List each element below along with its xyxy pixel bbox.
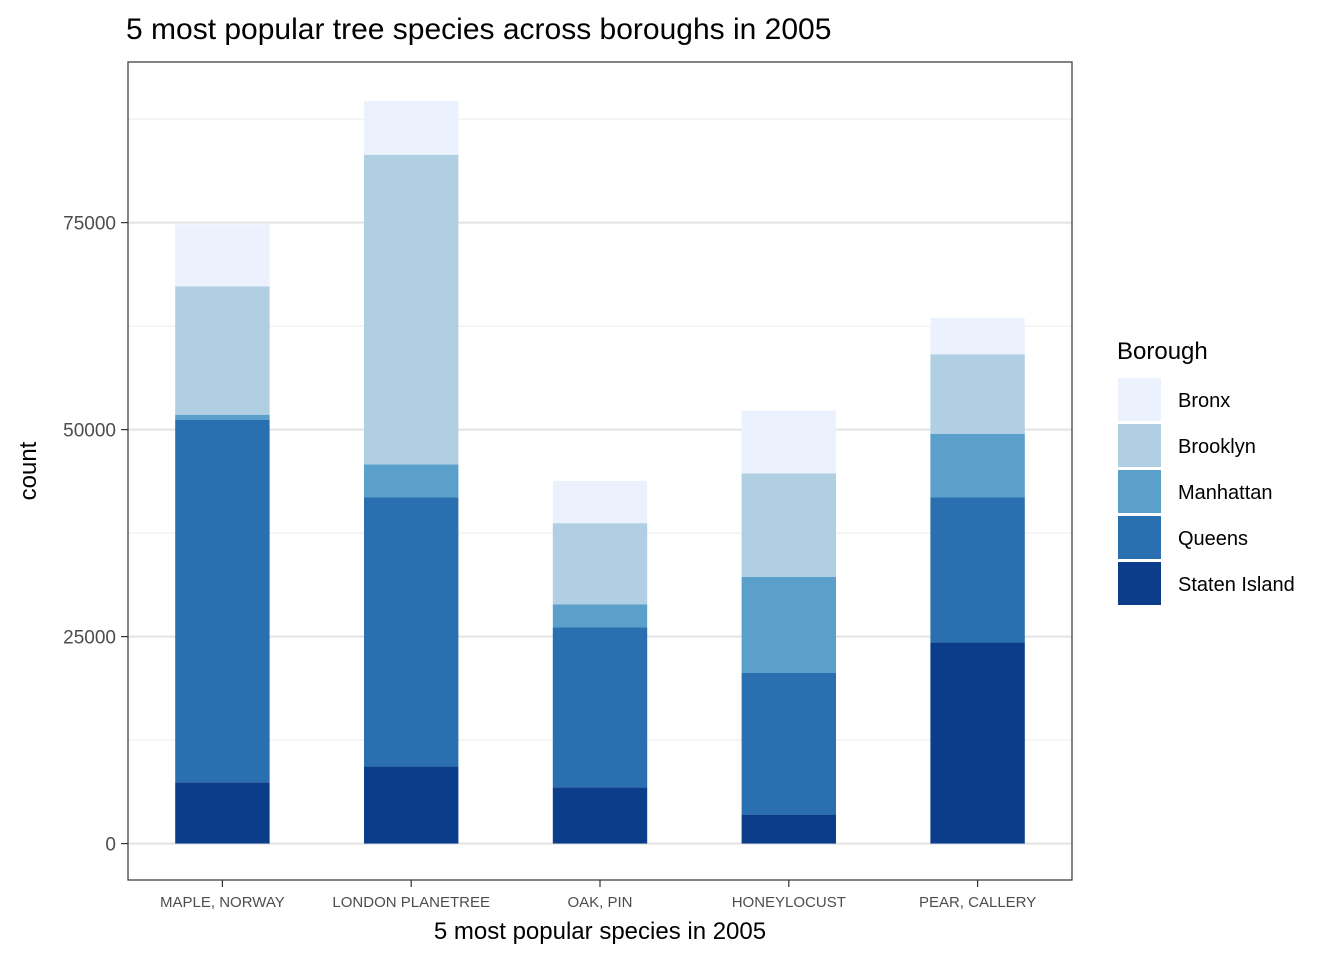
bar-segment [175, 224, 270, 287]
bar-segment [741, 814, 836, 844]
y-tick-label: 75000 [63, 214, 116, 235]
legend-title: Borough [1117, 338, 1208, 365]
bar-segment [364, 154, 459, 465]
y-axis-title: count [15, 441, 42, 500]
bar-segment [175, 414, 270, 420]
bar-segment [741, 473, 836, 577]
legend-entry: Queens [1178, 528, 1248, 550]
legend-swatch [1118, 424, 1161, 467]
legend-entry: Staten Island [1178, 574, 1295, 596]
legend-entry: Bronx [1178, 390, 1230, 412]
x-tick-label: PEAR, CALLERY [919, 894, 1036, 911]
bar-segment [930, 317, 1025, 355]
y-axis: 0 25000 50000 75000 [63, 214, 128, 856]
y-tick-label: 50000 [63, 421, 116, 442]
bar-segment [552, 604, 648, 628]
bar-segment [175, 782, 270, 844]
x-tick-label: OAK, PIN [567, 894, 632, 911]
bar-segment [364, 100, 459, 155]
bar-segment [175, 286, 270, 415]
legend-entry: Brooklyn [1178, 436, 1256, 458]
x-tick-label: MAPLE, NORWAY [160, 894, 285, 911]
bar-segment [552, 627, 648, 788]
bars [175, 100, 1025, 844]
bar-segment [175, 419, 270, 783]
bar-segment [741, 410, 836, 474]
x-tick-label: LONDON PLANETREE [332, 894, 490, 911]
legend-swatch [1118, 378, 1161, 421]
bar-segment [741, 673, 836, 815]
bar-segment [552, 480, 648, 524]
y-tick-label: 25000 [63, 628, 116, 649]
y-tick-label: 0 [105, 835, 116, 856]
legend-swatch [1118, 562, 1161, 605]
bar-segment [552, 523, 648, 605]
legend-swatch [1118, 470, 1161, 513]
chart-title: 5 most popular tree species across borou… [126, 13, 831, 46]
bar-segment [930, 642, 1025, 844]
bar-segment [741, 576, 836, 674]
bar-segment [552, 787, 648, 844]
bar-segment [930, 497, 1025, 643]
x-axis-title: 5 most popular species in 2005 [434, 918, 766, 945]
legend: Borough Bronx Brooklyn Manhattan Queens Stat… [1117, 338, 1295, 605]
legend-entry: Manhattan [1178, 482, 1273, 504]
bar-segment [364, 766, 459, 844]
bar-segment [364, 464, 459, 498]
x-tick-label: HONEYLOCUST [732, 894, 846, 911]
bar-segment [364, 497, 459, 767]
x-axis: MAPLE, NORWAY LONDON PLANETREE OAK, PIN HON… [160, 880, 1036, 911]
bar-segment [930, 354, 1025, 434]
bar-segment [930, 433, 1025, 498]
legend-swatch [1118, 516, 1161, 559]
